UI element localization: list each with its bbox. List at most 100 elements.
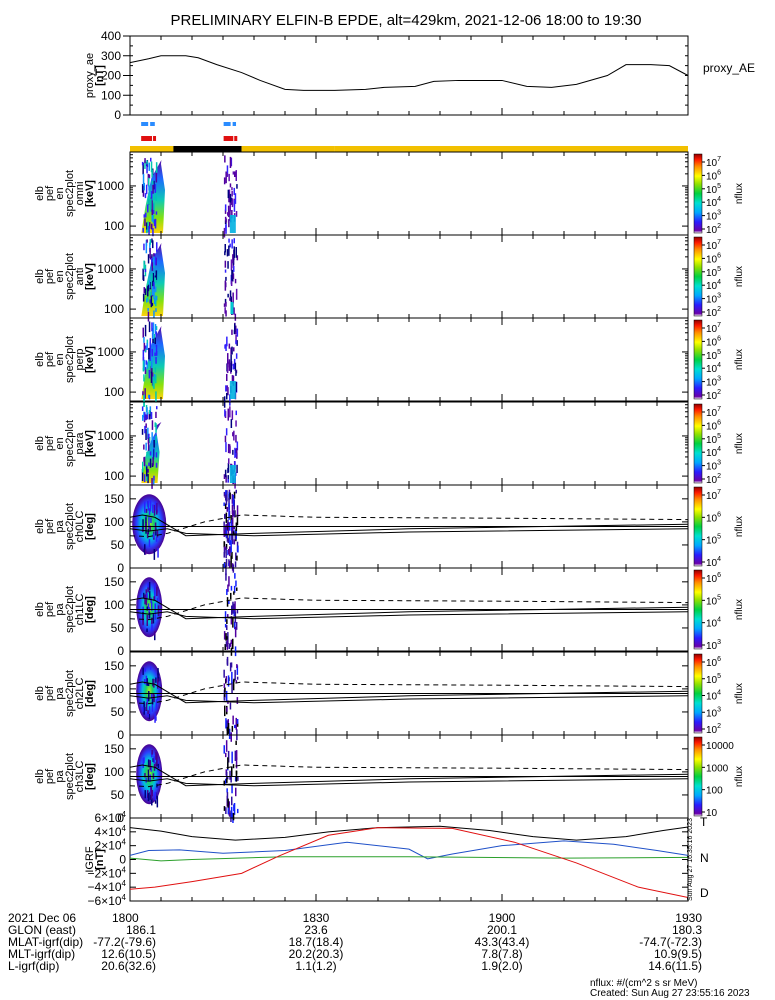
energy-speckle — [143, 214, 145, 218]
energy-speckle — [151, 223, 153, 230]
energy-panel-colorbar-label: 103 — [706, 376, 721, 389]
igrf-label-D: D — [700, 886, 709, 900]
energy-speckle — [152, 449, 155, 460]
pitch-speckle — [156, 502, 158, 515]
energy-panel-ylabel-line: pef — [44, 185, 56, 201]
energy-speckle — [236, 328, 239, 337]
energy-zone2-core — [229, 465, 236, 483]
pitch-speckle — [227, 723, 230, 734]
pitch-speckle — [224, 611, 227, 622]
energy-panel-ylabel-line: en — [54, 437, 66, 449]
energy-speckle — [234, 313, 237, 321]
science-zone-red — [153, 136, 157, 141]
energy-speckle — [224, 435, 227, 443]
energy-speckle — [151, 238, 153, 243]
sunlight-sunlit — [241, 146, 335, 152]
pitch-speckle — [143, 701, 145, 707]
energy-speckle — [142, 186, 145, 197]
energy-panel-colorbar-label: 102 — [706, 306, 721, 319]
energy-speckle — [227, 353, 229, 365]
pitch-speckle — [224, 705, 226, 717]
energy-speckle — [151, 348, 153, 357]
pitch-speckle — [229, 770, 231, 780]
energy-speckle — [143, 411, 145, 418]
energy-speckle — [150, 371, 153, 383]
energy-speckle — [234, 362, 237, 371]
energy-speckle — [225, 385, 227, 392]
pitch-speckle — [228, 508, 230, 520]
energy-panel-ylabel-line: spec2plot — [64, 170, 76, 217]
energy-speckle — [227, 443, 230, 454]
pitch-panel-colorbar-label: 10 — [706, 808, 718, 819]
energy-speckle — [154, 184, 157, 193]
pitch-panel-ylabel-line: pef — [44, 768, 56, 784]
energy-speckle — [149, 338, 152, 348]
energy-speckle — [224, 298, 227, 304]
energy-panel-frame — [129, 317, 689, 402]
energy-speckle — [226, 173, 228, 177]
igrf-series-T — [129, 825, 689, 841]
energy-speckle — [228, 238, 230, 243]
energy-speckle — [225, 218, 228, 223]
pitch-speckle — [145, 702, 148, 711]
pitch-panel-ytick-label: 100 — [104, 515, 124, 529]
pitch-speckle — [230, 639, 233, 644]
pitch-panel-ytick-label: 0 — [117, 561, 124, 575]
pitch-speckle — [226, 720, 228, 731]
pitch-speckle — [153, 694, 155, 703]
ephemeris-value: 180.3 — [671, 923, 702, 937]
pitch-speckle — [225, 633, 227, 641]
pitch-speckle — [223, 806, 226, 811]
pitch-speckle — [226, 656, 229, 666]
pitch-speckle — [223, 552, 225, 558]
energy-speckle — [231, 239, 233, 249]
energy-speckle — [226, 165, 229, 177]
energy-speckle — [143, 182, 145, 191]
ephemeris-value: 18.7(18.4) — [288, 935, 344, 949]
pitch-speckle — [231, 605, 233, 615]
energy-speckle — [227, 293, 229, 298]
pitch-speckle — [227, 632, 229, 644]
pitch-speckle — [148, 691, 150, 702]
energy-panel-colorbar-title: nflux — [734, 266, 745, 287]
pitch-speckle — [152, 533, 155, 539]
proxy-ae-ytick-label: 0 — [114, 108, 121, 122]
energy-speckle — [154, 346, 157, 354]
energy-speckle — [225, 475, 227, 483]
pitch-speckle — [145, 508, 148, 513]
science-zone-bars — [141, 122, 238, 141]
proxy-ae-panel: 400 300 200 100 0 proxy_AE proxy_ae[nT] — [84, 29, 755, 122]
energy-panel-colorbar-label: 106 — [706, 335, 721, 348]
pitch-speckle — [152, 678, 154, 687]
pitch-speckle — [147, 793, 150, 802]
ephemeris-value: -74.7(-72.3) — [639, 935, 702, 949]
pitch-speckle — [228, 560, 231, 568]
pitch-speckle — [230, 585, 233, 591]
energy-speckle — [153, 475, 155, 481]
energy-speckle — [151, 273, 153, 281]
pitch-speckle — [146, 532, 149, 539]
pitch-speckle — [157, 678, 159, 689]
pitch-speckle — [235, 717, 237, 730]
energy-speckle — [145, 242, 148, 254]
pitch-panel-colorbar-label: 104 — [706, 556, 721, 569]
ephemeris-value: 14.6(11.5) — [648, 959, 702, 973]
ephemeris-value: 1.9(2.0) — [481, 959, 523, 973]
pitch-speckle — [224, 624, 227, 628]
pitch-speckle — [154, 631, 156, 636]
pitch-speckle — [156, 597, 159, 602]
energy-speckle — [234, 278, 237, 284]
pitch-dashed-line — [129, 597, 689, 621]
energy-panel-ytick-label: 100 — [104, 219, 124, 233]
pitch-speckle — [149, 774, 151, 782]
energy-speckle — [233, 307, 235, 315]
pitch-speckle — [228, 494, 230, 500]
pitch-speckle — [151, 752, 153, 758]
energy-speckle — [227, 467, 229, 474]
pitch-speckle — [234, 626, 237, 638]
energy-speckle — [224, 282, 227, 288]
pitch-panel-ylabel-line: elb — [34, 769, 46, 784]
pitch-speckle — [235, 680, 238, 684]
energy-speckle — [148, 410, 151, 415]
